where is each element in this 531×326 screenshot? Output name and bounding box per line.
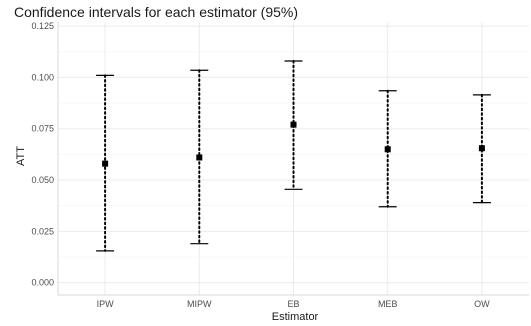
x-axis: IPW MIPW EB MEB OW: [58, 294, 529, 309]
y-tick-label: 0.050: [31, 175, 54, 185]
chart-title: Confidence intervals for each estimator …: [14, 4, 299, 20]
point-estimate: [478, 145, 485, 152]
y-tick-label: 0.025: [31, 226, 54, 236]
x-axis-title: Estimator: [272, 311, 319, 323]
x-tick-label: OW: [474, 299, 490, 309]
x-tick-label: MEB: [378, 299, 398, 309]
point-estimate: [290, 121, 297, 128]
y-tick-label: 0.100: [31, 72, 54, 82]
y-axis: 0.000 0.025 0.050 0.075 0.100 0.125: [31, 21, 59, 295]
y-tick-label: 0.075: [31, 124, 54, 134]
x-tick-label: MIPW: [187, 299, 212, 309]
point-estimate: [102, 160, 109, 167]
x-tick-label: EB: [287, 299, 299, 309]
x-tick-label: IPW: [97, 299, 115, 309]
y-axis-title: ATT: [15, 146, 27, 166]
interval-marks: [96, 60, 491, 252]
y-tick-label: 0.000: [31, 278, 54, 288]
point-estimate: [384, 146, 391, 153]
y-tick-label: 0.125: [31, 21, 54, 31]
point-estimate: [196, 154, 203, 161]
